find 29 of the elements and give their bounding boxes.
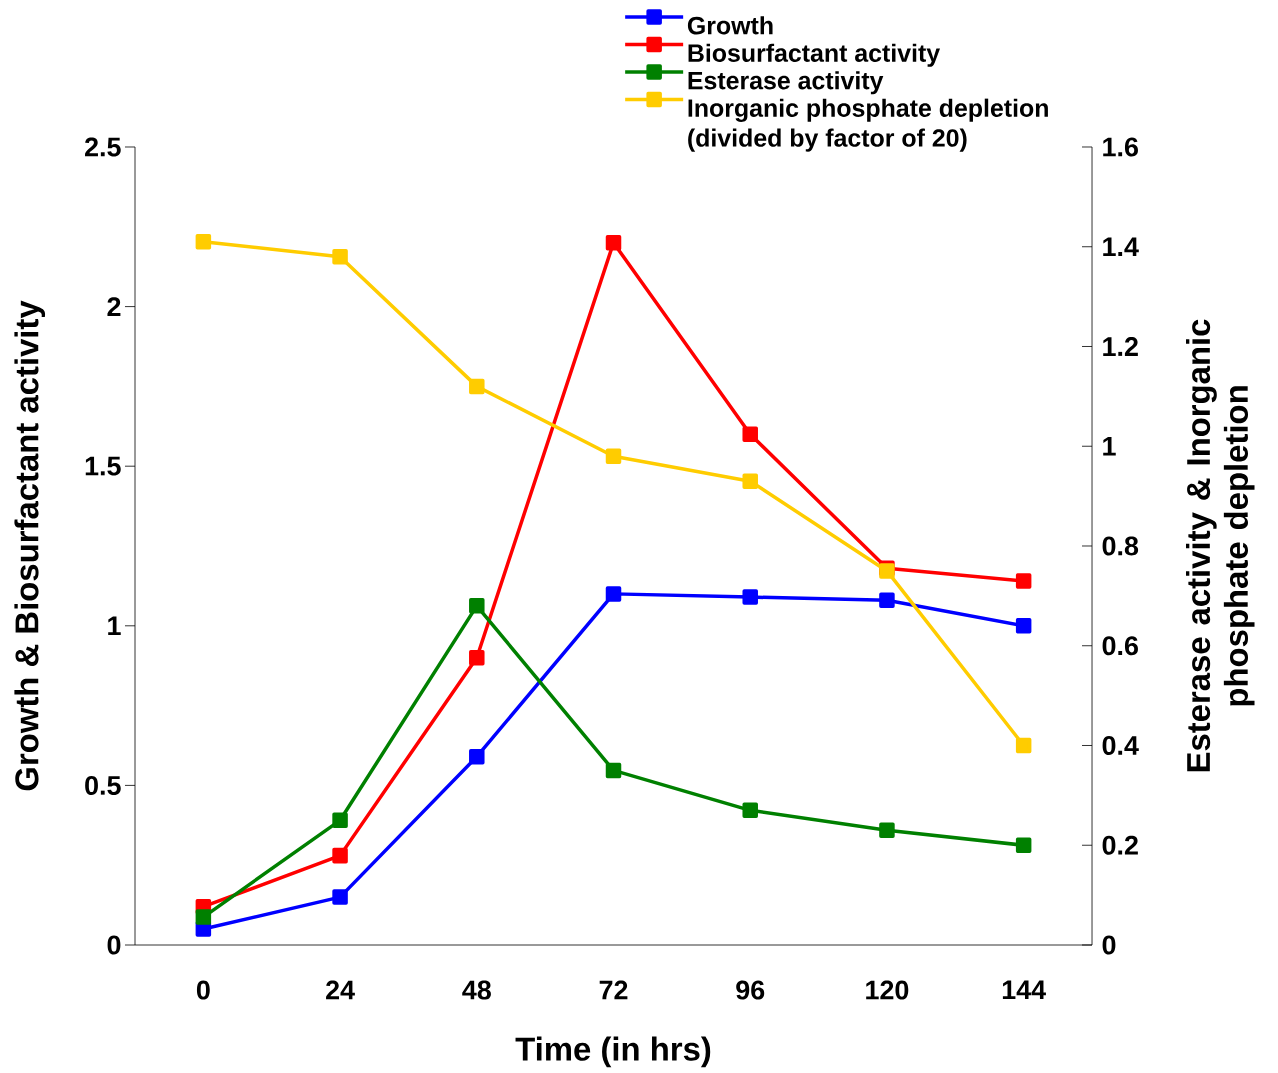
- x-tick-label: 120: [866, 980, 909, 1000]
- x-tick-label: 72: [599, 980, 628, 1000]
- y2-tick-label: 1.2: [1103, 337, 1138, 356]
- x-tick-label: 144: [1002, 980, 1046, 1000]
- y2-tick-label: 1: [1103, 436, 1116, 456]
- x-tick-label: 0: [196, 980, 210, 1000]
- y-axis-title: Growth & Biosurfactant activity: [14, 300, 46, 791]
- y2-tick-label: 0.6: [1102, 636, 1138, 656]
- x-axis-title: Time (in hrs): [515, 1036, 711, 1068]
- x-tick-label: 24: [326, 980, 355, 1000]
- y2-tick-label: 1.6: [1103, 137, 1138, 157]
- legend-label: Inorganic phosphate depletion (divided by factor of 20): [688, 98, 1048, 152]
- legend-label: Growth: [687, 16, 773, 35]
- y2-tick-label: 0.8: [1102, 536, 1139, 556]
- legend-label: Esterase activity: [688, 71, 884, 95]
- y2-tick-label: 0.4: [1102, 735, 1139, 756]
- y-tick-label: 2.5: [85, 137, 121, 157]
- y2-tick-label: 0: [1102, 935, 1116, 955]
- y2-tick-label: 1.4: [1103, 237, 1139, 256]
- y-tick-label: 0.5: [85, 775, 121, 795]
- y2-tick-label: 0.2: [1102, 835, 1138, 855]
- legend-label: Biosurfactant activity: [688, 43, 941, 67]
- y-tick-label: 1: [108, 616, 121, 636]
- x-tick-label: 48: [462, 980, 491, 1000]
- y-tick-label: 2: [107, 297, 121, 316]
- y2-axis-title: Esterase activity & Inorganic phosphate depletion: [1186, 319, 1255, 772]
- y-tick-label: 1.5: [85, 456, 121, 476]
- x-tick-label: 96: [736, 980, 765, 1000]
- y-tick-label: 0: [107, 935, 121, 955]
